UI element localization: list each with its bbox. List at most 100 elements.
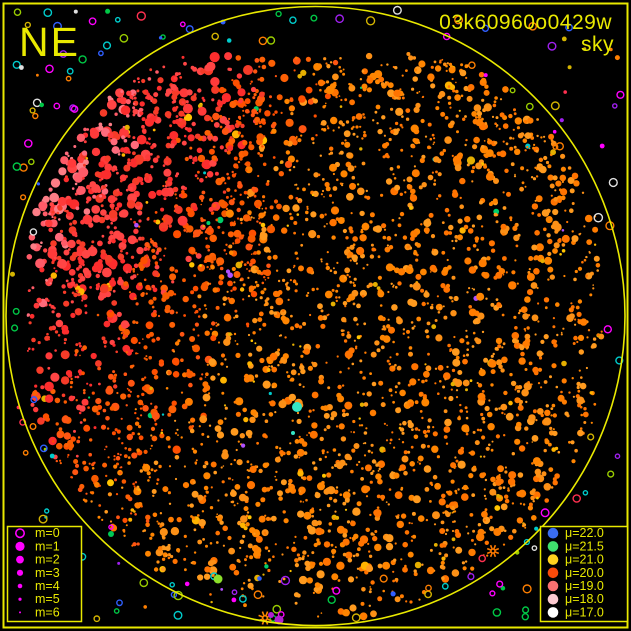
star-dot (242, 407, 247, 413)
star-dot (468, 266, 477, 274)
star-dot (413, 249, 417, 254)
star-dot (77, 256, 82, 262)
star-dot (117, 452, 120, 455)
star-dot (165, 156, 169, 159)
star-dot (301, 452, 304, 455)
star-dot (121, 507, 124, 510)
star-dot (99, 109, 108, 117)
star-dot (217, 216, 224, 224)
star-dot (118, 242, 127, 250)
star-dot (178, 110, 185, 117)
star-dot (393, 472, 400, 479)
star-dot (153, 109, 159, 115)
star-dot (105, 291, 112, 298)
star-dot (108, 285, 111, 288)
star-dot (230, 283, 233, 286)
star-dot (242, 109, 245, 112)
star-dot (331, 201, 334, 204)
star-dot (210, 229, 213, 233)
star-dot (382, 561, 391, 570)
star-dot (408, 55, 414, 61)
star-dot (492, 154, 497, 158)
star-dot (409, 194, 418, 202)
star-dot (305, 217, 309, 222)
star-dot (134, 502, 140, 508)
star-dot (272, 290, 280, 298)
star-dot (534, 333, 537, 336)
star-dot (451, 529, 455, 533)
star-dot (96, 313, 100, 317)
star-dot (127, 393, 131, 398)
star-dot (329, 269, 333, 273)
star-dot (522, 138, 528, 143)
star-dot (447, 343, 451, 348)
star-dot (127, 456, 131, 459)
star-dot (159, 433, 165, 439)
star-dot (519, 502, 523, 505)
star-dot (83, 465, 89, 472)
star-dot (418, 90, 421, 93)
star-dot (204, 567, 210, 573)
star-dot (120, 332, 123, 335)
star-dot (528, 502, 533, 507)
star-dot (141, 78, 146, 84)
star-dot (81, 299, 84, 302)
star-dot (486, 256, 491, 261)
star-dot (441, 493, 446, 499)
star-dot (470, 566, 475, 571)
star-dot (350, 431, 353, 433)
star-dot (151, 489, 157, 494)
star-dot (353, 316, 358, 322)
star-dot (476, 248, 479, 252)
star-dot (86, 184, 91, 190)
star-ring (78, 55, 87, 64)
star-dot (190, 561, 193, 565)
star-dot (125, 351, 129, 354)
star-dot (227, 297, 230, 300)
star-dot (552, 129, 557, 134)
star-dot (486, 149, 494, 158)
star-dot (289, 216, 294, 221)
star-dot (433, 137, 436, 140)
star-dot (182, 482, 190, 489)
star-dot (192, 285, 199, 292)
star-dot (401, 96, 405, 100)
star-dot (423, 219, 432, 228)
star-dot (333, 498, 338, 503)
star-dot (290, 314, 293, 318)
star-dot (364, 222, 368, 226)
star-dot (269, 205, 274, 210)
star-dot (302, 187, 306, 192)
star-dot (197, 539, 203, 545)
star-dot (235, 411, 241, 417)
star-dot (286, 371, 289, 374)
star-dot (430, 483, 434, 487)
star-dot (556, 333, 559, 337)
star-dot (203, 404, 207, 407)
star-dot (345, 551, 353, 559)
star-dot (403, 470, 408, 476)
star-dot (211, 321, 216, 326)
star-dot (319, 88, 322, 92)
star-ring (332, 586, 341, 595)
star-dot (245, 429, 253, 437)
star-dot (356, 567, 360, 570)
star-dot (434, 482, 441, 490)
star-dot (250, 339, 254, 343)
star-dot (550, 407, 554, 410)
star-dot (507, 478, 516, 486)
star-dot (63, 341, 67, 345)
star-dot (92, 214, 101, 223)
star-dot (524, 185, 527, 188)
star-dot (559, 253, 562, 256)
star-dot (199, 178, 204, 183)
star-dot (479, 428, 483, 432)
star-dot (343, 339, 348, 343)
star-dot (149, 536, 153, 540)
star-dot (486, 554, 489, 557)
star-dot (431, 133, 435, 137)
star-dot (298, 383, 302, 386)
star-dot (36, 366, 44, 374)
legend-m-marker (17, 583, 23, 589)
star-ring (169, 582, 175, 588)
